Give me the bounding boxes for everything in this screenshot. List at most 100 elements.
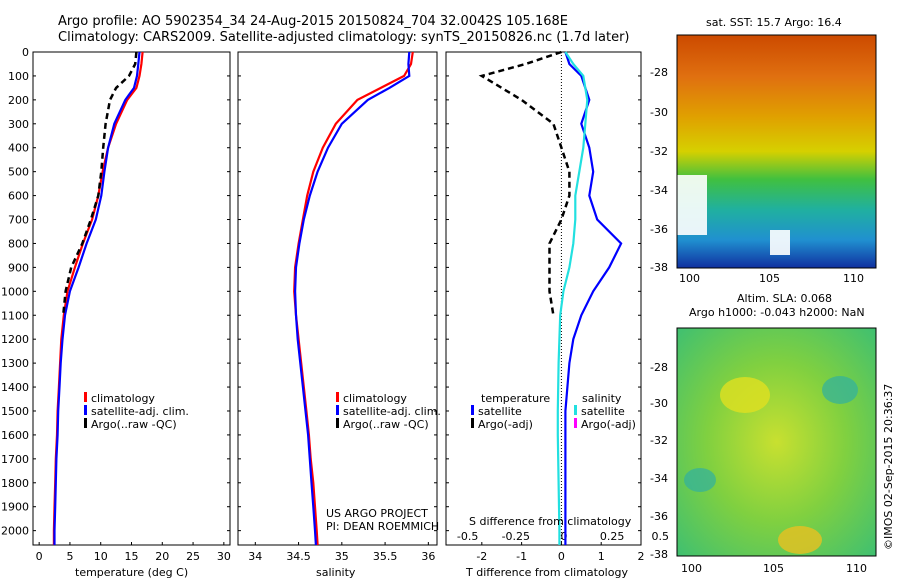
plot-frame xyxy=(445,51,642,546)
x-tick-label: 35.5 xyxy=(373,550,398,563)
series-climatology xyxy=(293,51,414,546)
x-tick-label: 30 xyxy=(217,550,231,563)
legend-satellite: satellite-adj. clim. xyxy=(343,405,441,418)
legend-argo: Argo(..raw -QC) xyxy=(91,418,177,431)
plot-frame xyxy=(32,51,231,546)
imos-stamp: ©IMOS 02-Sep-2015 20:36:37 xyxy=(882,383,895,550)
x-tick-label: 25 xyxy=(186,550,200,563)
sla-ylabel: -28 xyxy=(650,361,668,374)
project-line1: US ARGO PROJECT xyxy=(326,507,428,520)
y-tick-label: 1600 xyxy=(1,429,29,442)
series-satellite-S xyxy=(556,51,589,545)
salinity-axis-label: salinity xyxy=(316,566,356,579)
diff-legend-salinity: salinity satellite Argo(-adj) xyxy=(574,392,636,431)
y-tick-label: 600 xyxy=(8,190,29,203)
y-tick-label: 1300 xyxy=(1,357,29,370)
x-tick-label-secondary: 0.5 xyxy=(652,530,670,543)
diff-legend-temperature: temperature satellite Argo(-adj) xyxy=(471,392,551,431)
y-tick-label: 300 xyxy=(8,118,29,131)
sla-ylabel: -30 xyxy=(650,397,668,410)
y-tick-label: 1000 xyxy=(1,285,29,298)
sla-title-line2: Argo h1000: -0.043 h2000: NaN xyxy=(689,306,865,319)
series-satellite xyxy=(293,51,411,546)
legend-satellite-s: satellite xyxy=(581,405,625,418)
legend-climatology: climatology xyxy=(343,392,407,405)
y-tick-label: 700 xyxy=(8,214,29,227)
salinity-panel: 34 34.5 35 35.5 36 xyxy=(237,51,438,563)
temperature-axis-label: temperature (deg C) xyxy=(75,566,189,579)
sst-ylabel: -38 xyxy=(650,261,668,274)
x-tick-label: -2 xyxy=(476,550,487,563)
s-difference-axis-label: S difference from climatology xyxy=(469,515,632,528)
t-difference-axis-label: T difference from climatology xyxy=(466,566,628,579)
series-satellite-T xyxy=(564,51,623,545)
sla-ylabel: -38 xyxy=(650,548,668,561)
sst-xlabel: 105 xyxy=(759,272,780,285)
legend-satellite: satellite-adj. clim. xyxy=(91,405,189,418)
x-tick-label: 5 xyxy=(66,550,73,563)
x-tick-label: 15 xyxy=(125,550,139,563)
series-satellite xyxy=(53,51,141,545)
sst-ylabel: -34 xyxy=(650,184,668,197)
legend-satellite-t: satellite xyxy=(478,405,522,418)
x-tick-label: 0 xyxy=(558,550,565,563)
sst-ylabel: -30 xyxy=(650,106,668,119)
y-tick-label: 1100 xyxy=(1,309,29,322)
sla-ylabel: -32 xyxy=(650,434,668,447)
y-tick-label: 100 xyxy=(8,70,29,83)
sla-xlabel: 105 xyxy=(763,562,784,575)
sal-legend: climatology satellite-adj. clim. Argo(..… xyxy=(336,392,441,431)
x-tick-label: 0 xyxy=(36,550,43,563)
y-tick-label: 500 xyxy=(8,166,29,179)
sst-ylabel: -32 xyxy=(650,145,668,158)
series-climatology xyxy=(52,51,144,545)
legend-argo: Argo(..raw -QC) xyxy=(343,418,429,431)
legend-argo-s: Argo(-adj) xyxy=(581,418,636,431)
x-tick-label-secondary: 0 xyxy=(560,530,567,543)
plot-frame xyxy=(237,51,438,546)
x-tick-label: -1 xyxy=(516,550,527,563)
figure-title-line1: Argo profile: AO 5902354_34 24-Aug-2015 … xyxy=(58,14,568,29)
x-tick-label-secondary: -0.5 xyxy=(457,530,478,543)
sst-ylabel: -28 xyxy=(650,66,668,79)
legend-climatology: climatology xyxy=(91,392,155,405)
y-tick-label: 400 xyxy=(8,142,29,155)
y-tick-label: 1800 xyxy=(1,477,29,490)
x-tick-label: 10 xyxy=(94,550,108,563)
legend-title-salinity: salinity xyxy=(582,392,622,405)
figure-title-line2: Climatology: CARS2009. Satellite-adjuste… xyxy=(58,30,630,45)
y-tick-label: 1200 xyxy=(1,333,29,346)
x-tick-label-secondary: 0.25 xyxy=(600,530,625,543)
x-tick-label: 2 xyxy=(638,550,645,563)
legend-argo-t: Argo(-adj) xyxy=(478,418,533,431)
y-tick-label: 1900 xyxy=(1,501,29,514)
y-tick-label: 1400 xyxy=(1,381,29,394)
sla-xlabel: 110 xyxy=(846,562,867,575)
series-argo-T xyxy=(478,50,571,316)
y-tick-label: 1700 xyxy=(1,453,29,466)
y-tick-label: 2000 xyxy=(1,525,29,538)
y-tick-label: 1500 xyxy=(1,405,29,418)
sla-ylabel: -36 xyxy=(650,510,668,523)
temperature-panel: 0100200300400500600700800900100011001200… xyxy=(1,46,231,563)
sst-ylabel: -36 xyxy=(650,223,668,236)
y-tick-label: 800 xyxy=(8,237,29,250)
sst-xlabel: 110 xyxy=(843,272,864,285)
series-argo xyxy=(61,51,138,316)
legend-title-temperature: temperature xyxy=(481,392,551,405)
sst-xlabel: 100 xyxy=(679,272,700,285)
x-tick-label: 20 xyxy=(155,550,169,563)
sst-map-title: sat. SST: 15.7 Argo: 16.4 xyxy=(706,16,842,29)
temp-legend: climatology satellite-adj. clim. Argo(..… xyxy=(84,392,189,431)
y-tick-label: 200 xyxy=(8,94,29,107)
sla-xlabel: 100 xyxy=(681,562,702,575)
x-tick-label: 34.5 xyxy=(286,550,311,563)
y-tick-label: 900 xyxy=(8,261,29,274)
y-tick-label: 0 xyxy=(22,46,29,59)
x-tick-label: 1 xyxy=(598,550,605,563)
x-tick-label-secondary: -0.25 xyxy=(502,530,530,543)
x-tick-label: 34 xyxy=(248,550,262,563)
sla-ylabel: -34 xyxy=(650,472,668,485)
project-line2: PI: DEAN ROEMMICH xyxy=(326,520,440,533)
